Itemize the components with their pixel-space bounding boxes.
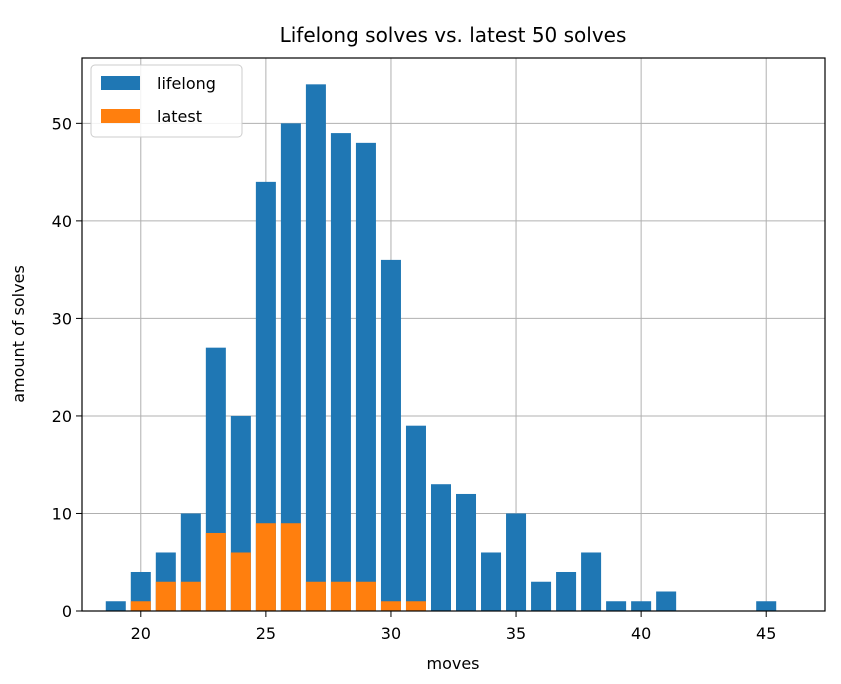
legend-label-latest: latest [157,107,202,126]
y-axis-label: amount of solves [9,265,28,403]
bars [105,84,777,612]
bar-lifelong [756,601,777,611]
x-tick-label: 40 [631,624,651,643]
plot-frame [81,57,826,612]
bar-latest [255,523,276,611]
bar-latest [380,601,401,611]
bar-lifelong [305,84,326,612]
y-tick-label: 40 [52,212,72,231]
y-tick-label: 20 [52,407,72,426]
bar-lifelong [330,133,351,612]
legend-swatch-latest [101,109,140,123]
bar-lifelong [656,591,677,611]
y-tick-label: 10 [52,504,72,523]
chart-title: Lifelong solves vs. latest 50 solves [280,23,627,47]
x-tick-label: 30 [381,624,401,643]
bar-latest [305,581,326,611]
bar-latest [355,581,376,611]
x-tick-label: 45 [756,624,776,643]
x-tick-label: 20 [131,624,151,643]
bar-lifelong [631,601,652,611]
bar-latest [280,523,301,611]
bar-latest [130,601,151,611]
bar-lifelong [506,513,527,611]
bar-latest [230,552,251,611]
bar-lifelong [606,601,627,611]
bar-lifelong [430,484,451,611]
bar-lifelong [581,552,602,611]
bar-latest [155,581,176,611]
bar-lifelong [105,601,126,611]
y-tick-label: 30 [52,309,72,328]
bar-latest [180,581,201,611]
bar-latest [330,581,351,611]
x-ticks: 20 25 30 35 40 45 [131,611,776,643]
y-ticks: 0 10 20 30 40 50 [52,114,82,621]
bar-lifelong [255,181,276,611]
bar-lifelong [280,123,301,612]
bar-lifelong [380,259,401,611]
x-tick-label: 35 [506,624,526,643]
bar-lifelong [355,142,376,611]
x-tick-label: 25 [256,624,276,643]
legend-swatch-lifelong [101,76,140,90]
bar-lifelong [481,552,502,611]
x-axis-label: moves [426,654,479,673]
bar-lifelong [405,425,426,611]
bar-latest [205,532,226,611]
bar-lifelong [531,581,552,611]
bar-lifelong [456,493,477,611]
bar-lifelong [556,571,577,611]
legend-label-lifelong: lifelong [157,74,216,93]
bar-latest [405,601,426,611]
legend: lifelong latest [90,64,243,138]
y-tick-label: 50 [52,114,72,133]
y-tick-label: 0 [62,602,72,621]
